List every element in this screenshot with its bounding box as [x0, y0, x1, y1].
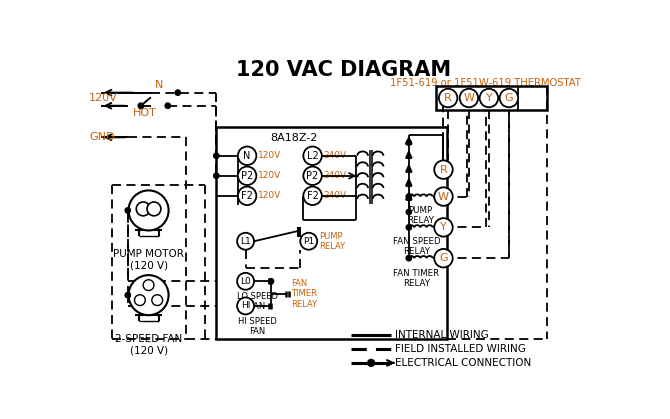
Circle shape: [268, 279, 273, 284]
Circle shape: [238, 166, 257, 185]
Text: 8A18Z-2: 8A18Z-2: [270, 133, 318, 143]
Circle shape: [368, 360, 375, 366]
Text: P1: P1: [303, 237, 314, 246]
Text: PUMP MOTOR
(120 V): PUMP MOTOR (120 V): [113, 249, 184, 271]
Text: P2: P2: [306, 171, 319, 181]
Text: L0: L0: [241, 277, 251, 286]
Text: 240V: 240V: [324, 171, 346, 180]
Circle shape: [129, 275, 169, 315]
Circle shape: [237, 273, 254, 290]
Circle shape: [304, 147, 322, 165]
Text: 1F51-619 or 1F51W-619 THERMOSTAT: 1F51-619 or 1F51W-619 THERMOSTAT: [391, 78, 582, 88]
Text: W: W: [438, 191, 449, 202]
Bar: [216, 127, 448, 339]
Text: FIELD INSTALLED WIRING: FIELD INSTALLED WIRING: [395, 344, 526, 354]
Circle shape: [143, 280, 154, 290]
Circle shape: [165, 103, 170, 109]
Text: HI: HI: [241, 301, 251, 310]
Text: 120V: 120V: [89, 93, 118, 103]
Circle shape: [237, 297, 254, 314]
Polygon shape: [406, 179, 412, 186]
Text: G: G: [505, 93, 513, 103]
Text: ELECTRICAL CONNECTION: ELECTRICAL CONNECTION: [395, 358, 531, 368]
Circle shape: [238, 186, 257, 205]
Text: HOT: HOT: [133, 108, 157, 118]
Circle shape: [125, 208, 131, 213]
Text: FAN SPEED
RELAY: FAN SPEED RELAY: [393, 237, 440, 256]
Text: W: W: [464, 93, 474, 103]
Text: LO: LO: [128, 294, 138, 303]
Text: PUMP
RELAY: PUMP RELAY: [320, 232, 346, 251]
Polygon shape: [406, 193, 412, 200]
Circle shape: [460, 89, 478, 107]
Circle shape: [152, 295, 163, 305]
Text: FAN
TIMER
RELAY: FAN TIMER RELAY: [291, 279, 317, 308]
Text: F2: F2: [241, 191, 253, 201]
Circle shape: [304, 186, 322, 205]
Text: LO SPEED
FAN: LO SPEED FAN: [237, 292, 277, 311]
Circle shape: [135, 295, 145, 305]
Circle shape: [175, 90, 180, 96]
Text: L2: L2: [307, 151, 318, 161]
Circle shape: [138, 103, 143, 109]
Circle shape: [300, 233, 317, 250]
Circle shape: [304, 166, 322, 185]
Circle shape: [136, 202, 150, 216]
Text: HI SPEED
FAN: HI SPEED FAN: [238, 317, 277, 336]
Circle shape: [439, 89, 458, 107]
Polygon shape: [406, 165, 412, 172]
Text: 120V: 120V: [258, 151, 281, 160]
Text: R: R: [444, 93, 452, 103]
Text: PUMP
RELAY: PUMP RELAY: [407, 206, 434, 225]
Text: 120 VAC DIAGRAM: 120 VAC DIAGRAM: [236, 59, 451, 80]
Circle shape: [237, 233, 254, 250]
Text: 120V: 120V: [258, 171, 281, 180]
Bar: [436, 86, 547, 110]
Text: Y: Y: [440, 222, 447, 233]
Circle shape: [147, 202, 161, 216]
Text: FAN TIMER
RELAY: FAN TIMER RELAY: [393, 269, 440, 288]
Circle shape: [434, 249, 453, 267]
Circle shape: [434, 218, 453, 237]
Circle shape: [406, 256, 411, 261]
Circle shape: [214, 173, 219, 178]
Circle shape: [434, 187, 453, 206]
Text: F2: F2: [307, 191, 318, 201]
Circle shape: [480, 89, 498, 107]
Text: N: N: [155, 80, 163, 91]
Circle shape: [500, 89, 518, 107]
Text: GND: GND: [89, 132, 115, 142]
Circle shape: [434, 160, 453, 179]
Circle shape: [214, 153, 219, 158]
Circle shape: [238, 147, 257, 165]
Text: 2-SPEED FAN
(120 V): 2-SPEED FAN (120 V): [115, 334, 182, 355]
Circle shape: [406, 225, 411, 230]
Text: 240V: 240V: [324, 151, 346, 160]
Text: N: N: [243, 151, 251, 161]
Polygon shape: [406, 151, 412, 158]
Text: 240V: 240V: [324, 191, 346, 200]
Text: 120V: 120V: [258, 191, 281, 200]
Circle shape: [129, 190, 169, 230]
Text: COM: COM: [141, 283, 157, 289]
Text: L1: L1: [241, 237, 251, 246]
Circle shape: [406, 140, 411, 145]
Polygon shape: [406, 137, 412, 144]
Text: HI: HI: [160, 294, 168, 303]
Text: Y: Y: [486, 93, 492, 103]
Circle shape: [125, 292, 131, 298]
Text: R: R: [440, 165, 448, 175]
Circle shape: [406, 194, 411, 199]
Text: INTERNAL WIRING: INTERNAL WIRING: [395, 330, 488, 340]
Text: P2: P2: [241, 171, 253, 181]
Text: G: G: [439, 253, 448, 263]
Circle shape: [406, 209, 411, 215]
